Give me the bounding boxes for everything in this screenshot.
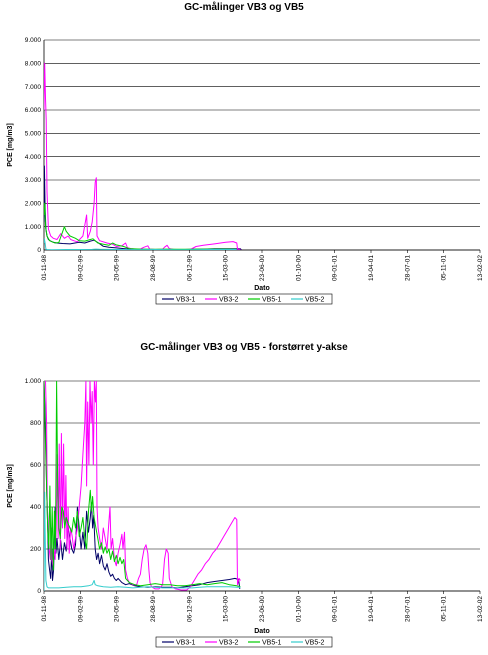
series-line-vb5-2: [44, 238, 237, 250]
x-tick-label: 28-08-99: [150, 596, 157, 622]
y-tick-label: 2.000: [25, 201, 42, 208]
y-tick-label: 400: [30, 504, 41, 511]
x-tick-label: 05-11-01: [441, 596, 448, 622]
legend-label: VB3-1: [176, 640, 196, 647]
y-tick-label: 6.000: [25, 107, 42, 114]
series-line-vb3-2: [44, 381, 241, 591]
chart-2: GC-målinger VB3 og VB5 - forstørret y-ak…: [7, 341, 484, 648]
x-tick-label: 09-02-99: [77, 255, 84, 281]
x-tick-label: 19-04-01: [368, 255, 375, 281]
x-tick-label: 23-06-00: [259, 596, 266, 622]
x-tick-label: 01-11-98: [41, 255, 48, 281]
chart-1: GC-målinger VB3 og VB5 0 1.000 2.000 3.000 4.…: [7, 1, 484, 305]
y-axis-label: PCE [mg/m3]: [7, 123, 14, 167]
chart-title: GC-målinger VB3 og VB5: [184, 1, 304, 13]
y-tick-label: 5.000: [25, 131, 42, 138]
y-axis-label: PCE [mg/m3]: [7, 464, 14, 508]
x-tick-label: 20-05-99: [114, 255, 121, 281]
series-line-vb5-1: [44, 381, 241, 588]
x-tick-label: 01-10-00: [295, 596, 302, 622]
x-tick-label: 06-12-99: [186, 596, 193, 622]
legend-label: VB5-1: [262, 297, 282, 304]
y-tick-label: 0: [37, 588, 41, 595]
x-tick-label: 20-05-99: [114, 596, 121, 622]
legend-label: VB5-2: [305, 640, 325, 647]
x-tick-label: 05-11-01: [441, 255, 448, 281]
y-tick-label: 600: [30, 462, 41, 469]
legend-label: VB5-2: [305, 297, 325, 304]
chart-title: GC-målinger VB3 og VB5 - forstørret y-ak…: [140, 341, 348, 353]
x-tick-label: 01-10-00: [295, 255, 302, 281]
x-axis-label: Dato: [254, 285, 270, 292]
x-tick-label: 06-12-99: [186, 255, 193, 281]
y-tick-label: 4.000: [25, 154, 42, 161]
y-tick-label: 3.000: [25, 177, 42, 184]
x-tick-label: 13-02-02: [477, 255, 484, 281]
x-tick-label: 28-07-01: [404, 596, 411, 622]
x-tick-label: 28-07-01: [404, 255, 411, 281]
legend-label: VB3-2: [219, 297, 239, 304]
x-axis-label: Dato: [254, 628, 270, 635]
y-tick-label: 8.000: [25, 61, 42, 68]
y-tick-label: 1.000: [25, 378, 42, 385]
x-tick-label: 15-03-00: [223, 255, 230, 281]
x-tick-label: 09-01-01: [332, 255, 339, 281]
y-tick-label: 1.000: [25, 224, 42, 231]
y-tick-label: 800: [30, 420, 41, 427]
series-line-vb5-1: [44, 202, 237, 250]
legend: [155, 293, 333, 305]
x-tick-label: 19-04-01: [368, 596, 375, 622]
legend-label: VB3-2: [219, 640, 239, 647]
y-tick-label: 200: [30, 546, 41, 553]
x-tick-label: 23-06-00: [259, 255, 266, 281]
legend: [155, 636, 333, 648]
y-tick-label: 0: [37, 247, 41, 254]
y-tick-label: 9.000: [25, 37, 42, 44]
x-tick-label: 13-02-02: [477, 596, 484, 622]
x-tick-label: 15-03-00: [223, 596, 230, 622]
y-tick-label: 7.000: [25, 84, 42, 91]
legend-label: VB5-1: [262, 640, 282, 647]
legend-label: VB3-1: [176, 297, 196, 304]
series-line-vb5-2: [44, 491, 241, 591]
x-tick-label: 09-01-01: [332, 596, 339, 622]
x-tick-label: 01-11-98: [41, 596, 48, 622]
x-tick-label: 09-02-99: [77, 596, 84, 622]
x-tick-label: 28-08-99: [150, 255, 157, 281]
